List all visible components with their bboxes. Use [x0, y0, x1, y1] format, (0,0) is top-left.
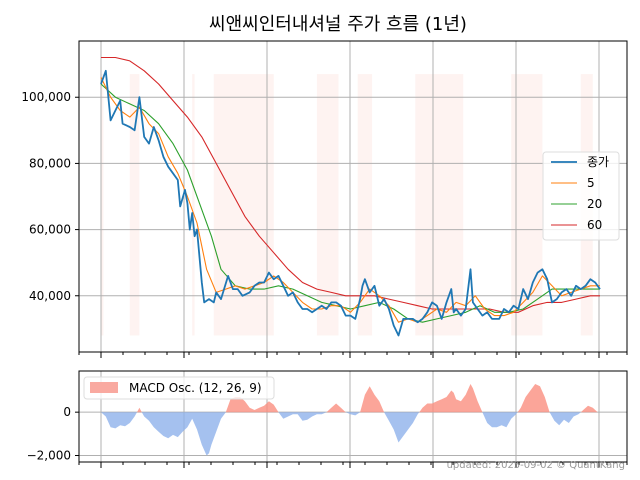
price-ytick-label: 100,000	[21, 90, 71, 104]
price-series-close	[100, 69, 601, 337]
macd-legend-swatch	[90, 382, 118, 393]
price-axes-frame	[78, 40, 628, 353]
chart-title: 씨앤씨인터내셔널 주가 흐름 (1년)	[209, 14, 467, 35]
macd-ytick-label: 0	[63, 405, 71, 419]
macd-negative-area	[101, 412, 600, 456]
price-panel: 40,000 60,000 80,000 100,000 종가 5 20 60	[21, 40, 628, 358]
legend-label-1: 종가	[587, 155, 609, 169]
legend-label-4: 60	[587, 218, 602, 232]
price-series-ma5	[100, 77, 600, 323]
price-legend: 종가 5 20 60	[542, 151, 620, 241]
macd-positive-area	[101, 384, 600, 413]
macd-legend-label: MACD Osc. (12, 26, 9)	[129, 381, 262, 395]
price-series-lines	[100, 56, 601, 337]
macd-legend-box	[83, 376, 275, 400]
macd-legend: MACD Osc. (12, 26, 9)	[83, 376, 275, 400]
footer-credit: updated: 2025-09-02 © QuantKang	[447, 460, 625, 471]
macd-x-ticks	[78, 462, 628, 468]
price-series-ma60	[101, 56, 600, 313]
legend-label-2: 5	[587, 176, 595, 190]
macd-y-axis: −2,000 0	[27, 405, 79, 463]
shaded-region-6	[357, 74, 373, 336]
price-ytick-label: 40,000	[29, 289, 71, 303]
price-legend-box	[542, 151, 620, 241]
macd-panel: −2,000 0 MACD Osc. (12, 26, 9)	[27, 370, 628, 468]
price-x-ticks	[78, 352, 628, 358]
shaded-region-2	[129, 74, 140, 336]
shaded-region-5	[316, 74, 339, 336]
shaded-region-1	[101, 74, 104, 336]
price-ytick-label: 80,000	[29, 156, 71, 170]
price-y-axis: 40,000 60,000 80,000 100,000	[21, 90, 79, 303]
price-gridlines	[79, 41, 627, 352]
macd-ytick-label: −2,000	[27, 449, 71, 463]
macd-axes-frame	[78, 370, 628, 463]
macd-oscillator-areas	[101, 384, 600, 456]
shaded-region-7	[415, 74, 464, 336]
legend-label-3: 20	[587, 197, 602, 211]
price-ytick-label: 60,000	[29, 223, 71, 237]
shaded-region-3	[192, 74, 195, 336]
